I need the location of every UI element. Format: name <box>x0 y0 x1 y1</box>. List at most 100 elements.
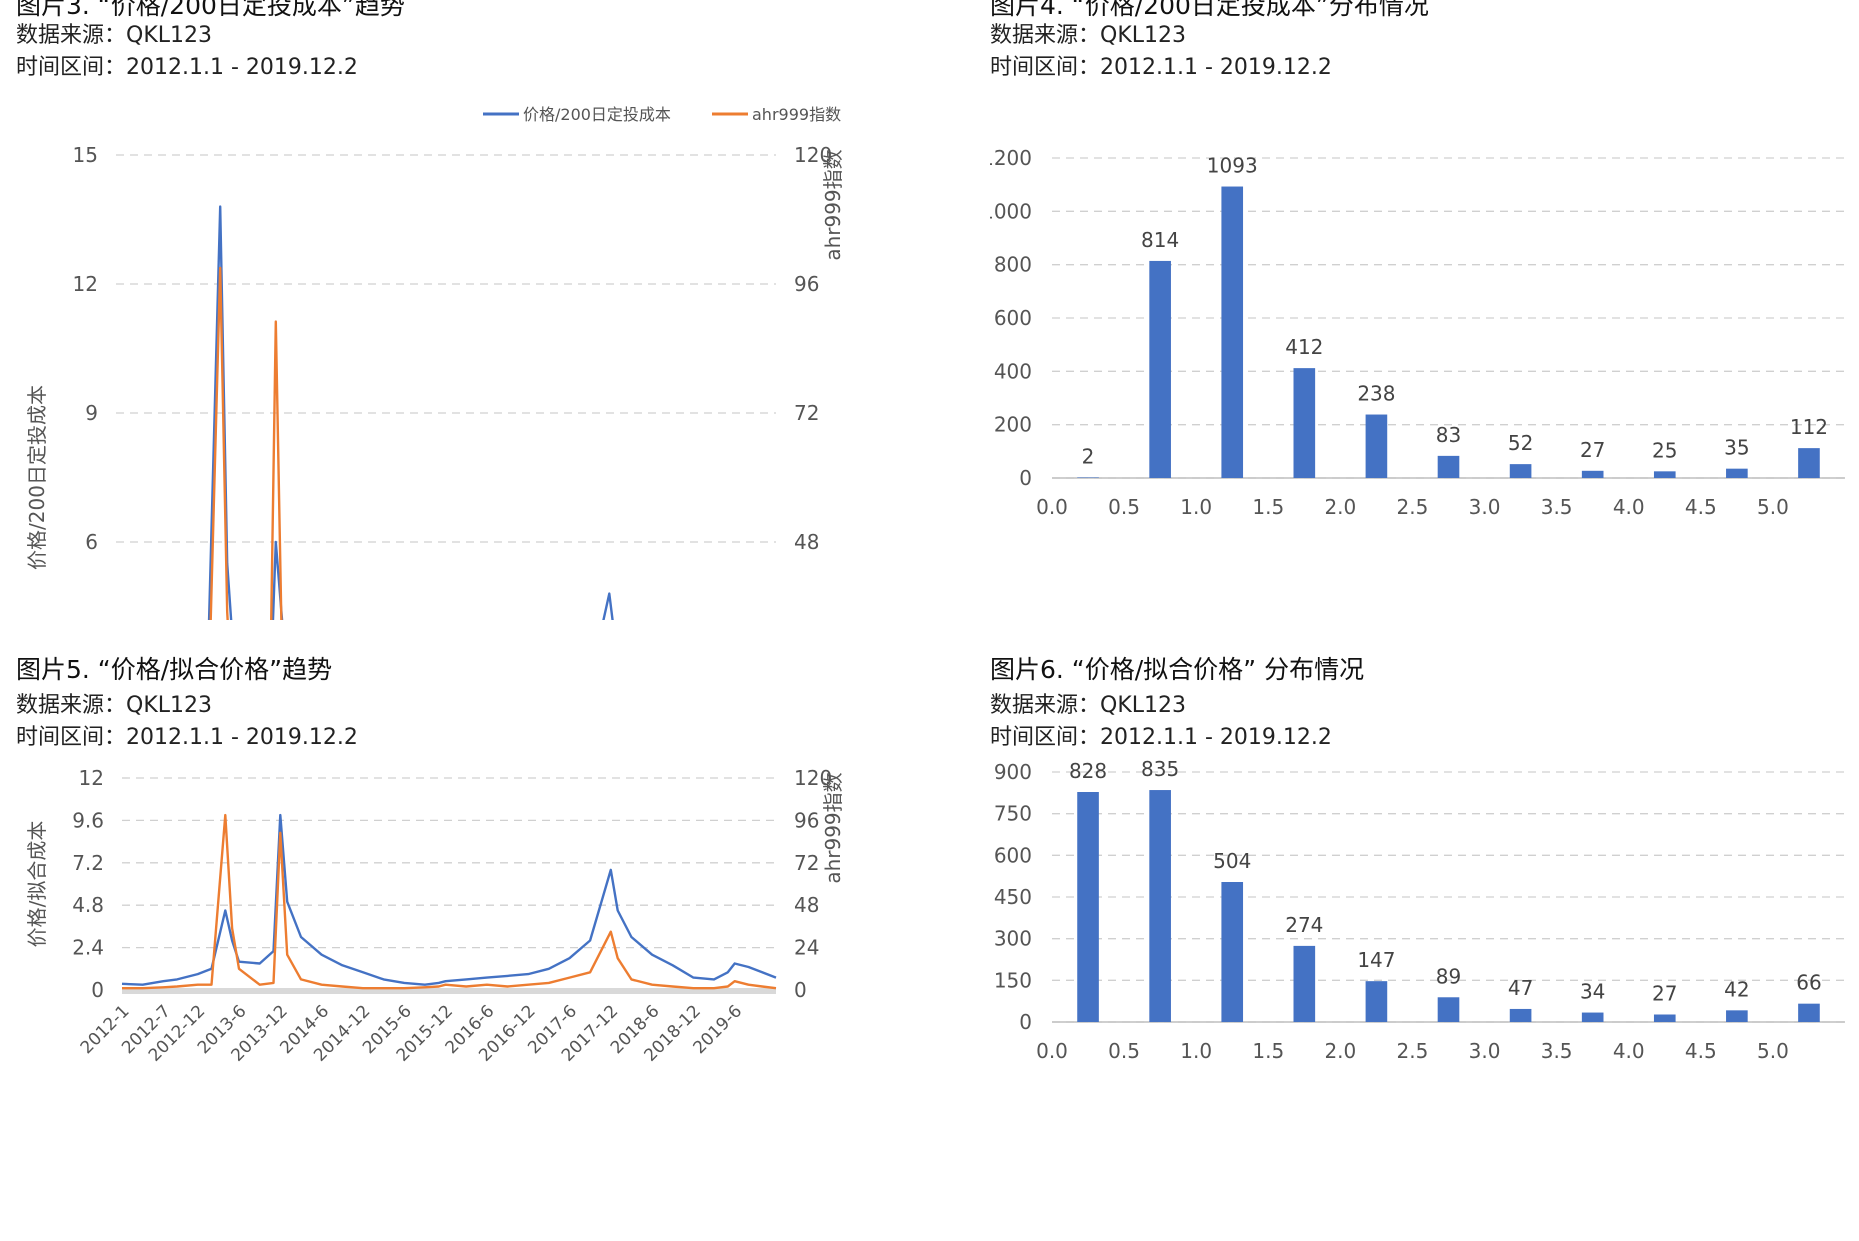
x-tick-label: 2.0 <box>1324 1039 1356 1063</box>
y-tick-label: 0 <box>1019 466 1032 490</box>
x-tick-label: 5.0 <box>1757 495 1789 519</box>
x-tick-label: 3.5 <box>1541 1039 1573 1063</box>
line-chart-ratio-fit: 02.44.87.29.6120244872961202012-12012-72… <box>25 750 845 1066</box>
data-label: 47 <box>1508 976 1533 1000</box>
figure-title: 图片3. “价格/200日定投成本”趋势 <box>16 0 405 20</box>
bar-chart-ratio-200d-distribution: 0 200 400 600 800 1000 1200 2 814 1093 412 238 83 52 2… <box>990 146 1845 519</box>
y-tick-label: 6 <box>85 530 98 554</box>
bar-chart-ratio-fit-distribution: 0 150 300 450 600 750 900 828 835 504 274 147 89 47 34… <box>994 757 1845 1063</box>
data-label: 35 <box>1724 436 1749 460</box>
y2-tick-label: 96 <box>794 272 819 296</box>
x-tick-label: 0.5 <box>1108 1039 1140 1063</box>
x-tick-label: 4.5 <box>1685 495 1717 519</box>
data-source: 数据来源：QKL123 <box>16 693 212 718</box>
bar <box>1509 464 1532 478</box>
y2-tick-label: 72 <box>794 401 819 425</box>
data-label: 412 <box>1285 335 1323 359</box>
x-tick-label: 0.0 <box>1036 1039 1068 1063</box>
y2-tick-label: 0 <box>794 978 807 1002</box>
bar <box>1437 455 1460 478</box>
y-axis-title: 价格/200日定投成本 <box>25 385 49 570</box>
series-line <box>122 813 777 990</box>
y-tick-label: 2.4 <box>72 936 104 960</box>
y-tick-label: 800 <box>994 253 1032 277</box>
bar <box>1726 468 1748 478</box>
x-tick-label: 1.5 <box>1252 495 1284 519</box>
panel-ratio-200d-distribution: 图片4. “价格/200日定投成本”分布情况 数据来源：QKL123 时间区间：… <box>990 0 1859 620</box>
y-tick-label: 900 <box>994 760 1032 784</box>
y-tick-label: 750 <box>994 802 1032 826</box>
bar <box>1653 471 1676 478</box>
data-label: 274 <box>1285 913 1323 937</box>
bar <box>1149 260 1171 478</box>
data-label: 27 <box>1580 438 1605 462</box>
panel-ratio-fit-trend: 图片5. “价格/拟合价格”趋势 数据来源：QKL123 时间区间：2012.1… <box>0 650 930 1241</box>
y-tick-label: 400 <box>994 359 1032 383</box>
bar <box>1077 477 1099 478</box>
y-tick-label: 4.8 <box>72 893 104 917</box>
data-source: 数据来源：QKL123 <box>990 693 1186 718</box>
data-label: 25 <box>1652 438 1677 462</box>
y-tick-label: 7.2 <box>72 851 104 875</box>
bar <box>1293 368 1316 478</box>
data-label: 238 <box>1357 382 1395 406</box>
series-line <box>121 813 777 986</box>
y2-axis-title: ahr999指数 <box>821 772 845 883</box>
x-tick-label: 4.5 <box>1685 1039 1717 1063</box>
bar <box>1293 945 1316 1022</box>
data-label: 835 <box>1141 757 1179 781</box>
x-tick-label: 1.5 <box>1252 1039 1284 1063</box>
y-tick-label: 0 <box>1019 1010 1032 1034</box>
data-label: 112 <box>1790 415 1828 439</box>
y2-tick-label: 24 <box>794 936 819 960</box>
bar <box>1581 470 1604 478</box>
y-tick-label: 12 <box>73 272 98 296</box>
x-axis-line <box>122 988 776 994</box>
x-tick-label: 2.0 <box>1324 495 1356 519</box>
x-tick-label: 1.0 <box>1180 1039 1212 1063</box>
legend-label: 价格/拟合价格 <box>560 750 661 752</box>
panel-ratio-200d-trend: 图片3. “价格/200日定投成本”趋势 数据来源：QKL123 时间区间：20… <box>0 0 930 620</box>
y-axis-title: 价格/拟合成本 <box>25 821 49 948</box>
bar <box>1653 1014 1676 1022</box>
data-label: 1093 <box>1207 154 1258 178</box>
time-range: 时间区间：2012.1.1 - 2019.12.2 <box>990 55 1332 80</box>
x-tick-label: 4.0 <box>1613 495 1645 519</box>
y-tick-label: 150 <box>994 968 1032 992</box>
data-label: 147 <box>1357 948 1395 972</box>
y-tick-label: 9 <box>85 401 98 425</box>
y2-tick-label: 48 <box>794 893 819 917</box>
data-label: 34 <box>1580 980 1605 1004</box>
bar <box>1509 1008 1532 1022</box>
x-tick-label: 4.0 <box>1613 1039 1645 1063</box>
figure-title: 图片5. “价格/拟合价格”趋势 <box>16 655 333 684</box>
x-tick-label: 5.0 <box>1757 1039 1789 1063</box>
data-label: 52 <box>1508 431 1533 455</box>
line-chart-ratio-200d: 036912150244872961202012-12012-72012-122… <box>25 105 845 620</box>
bar <box>1437 997 1460 1022</box>
y-tick-label: 200 <box>994 413 1032 437</box>
y2-axis-title: ahr999指数 <box>821 149 845 260</box>
x-tick-label: 1.0 <box>1180 495 1212 519</box>
x-tick-label: 3.5 <box>1541 495 1573 519</box>
time-range: 时间区间：2012.1.1 - 2019.12.2 <box>16 725 358 750</box>
bar <box>1798 448 1820 478</box>
data-label: 828 <box>1069 759 1107 783</box>
legend-label: ahr999指数 <box>729 750 818 752</box>
time-range: 时间区间：2012.1.1 - 2019.12.2 <box>990 725 1332 750</box>
data-source: 数据来源：QKL123 <box>990 23 1186 48</box>
bar <box>1077 792 1099 1022</box>
series-line <box>209 266 283 620</box>
panel-ratio-fit-distribution: 图片6. “价格/拟合价格” 分布情况 数据来源：QKL123 时间区间：201… <box>990 650 1859 1241</box>
y-tick-label: 12 <box>79 766 104 790</box>
figure-title: 图片4. “价格/200日定投成本”分布情况 <box>990 0 1429 20</box>
x-tick-label: 3.0 <box>1469 495 1501 519</box>
legend-label: 价格/200日定投成本 <box>523 105 671 124</box>
bar <box>1798 1003 1820 1022</box>
x-tick-label: 0.0 <box>1036 495 1068 519</box>
y-tick-label: 15 <box>73 143 98 167</box>
y2-tick-label: 72 <box>794 851 819 875</box>
y-tick-label: 1000 <box>990 199 1032 223</box>
bar <box>1365 414 1388 478</box>
y-tick-label: 9.6 <box>72 808 104 832</box>
